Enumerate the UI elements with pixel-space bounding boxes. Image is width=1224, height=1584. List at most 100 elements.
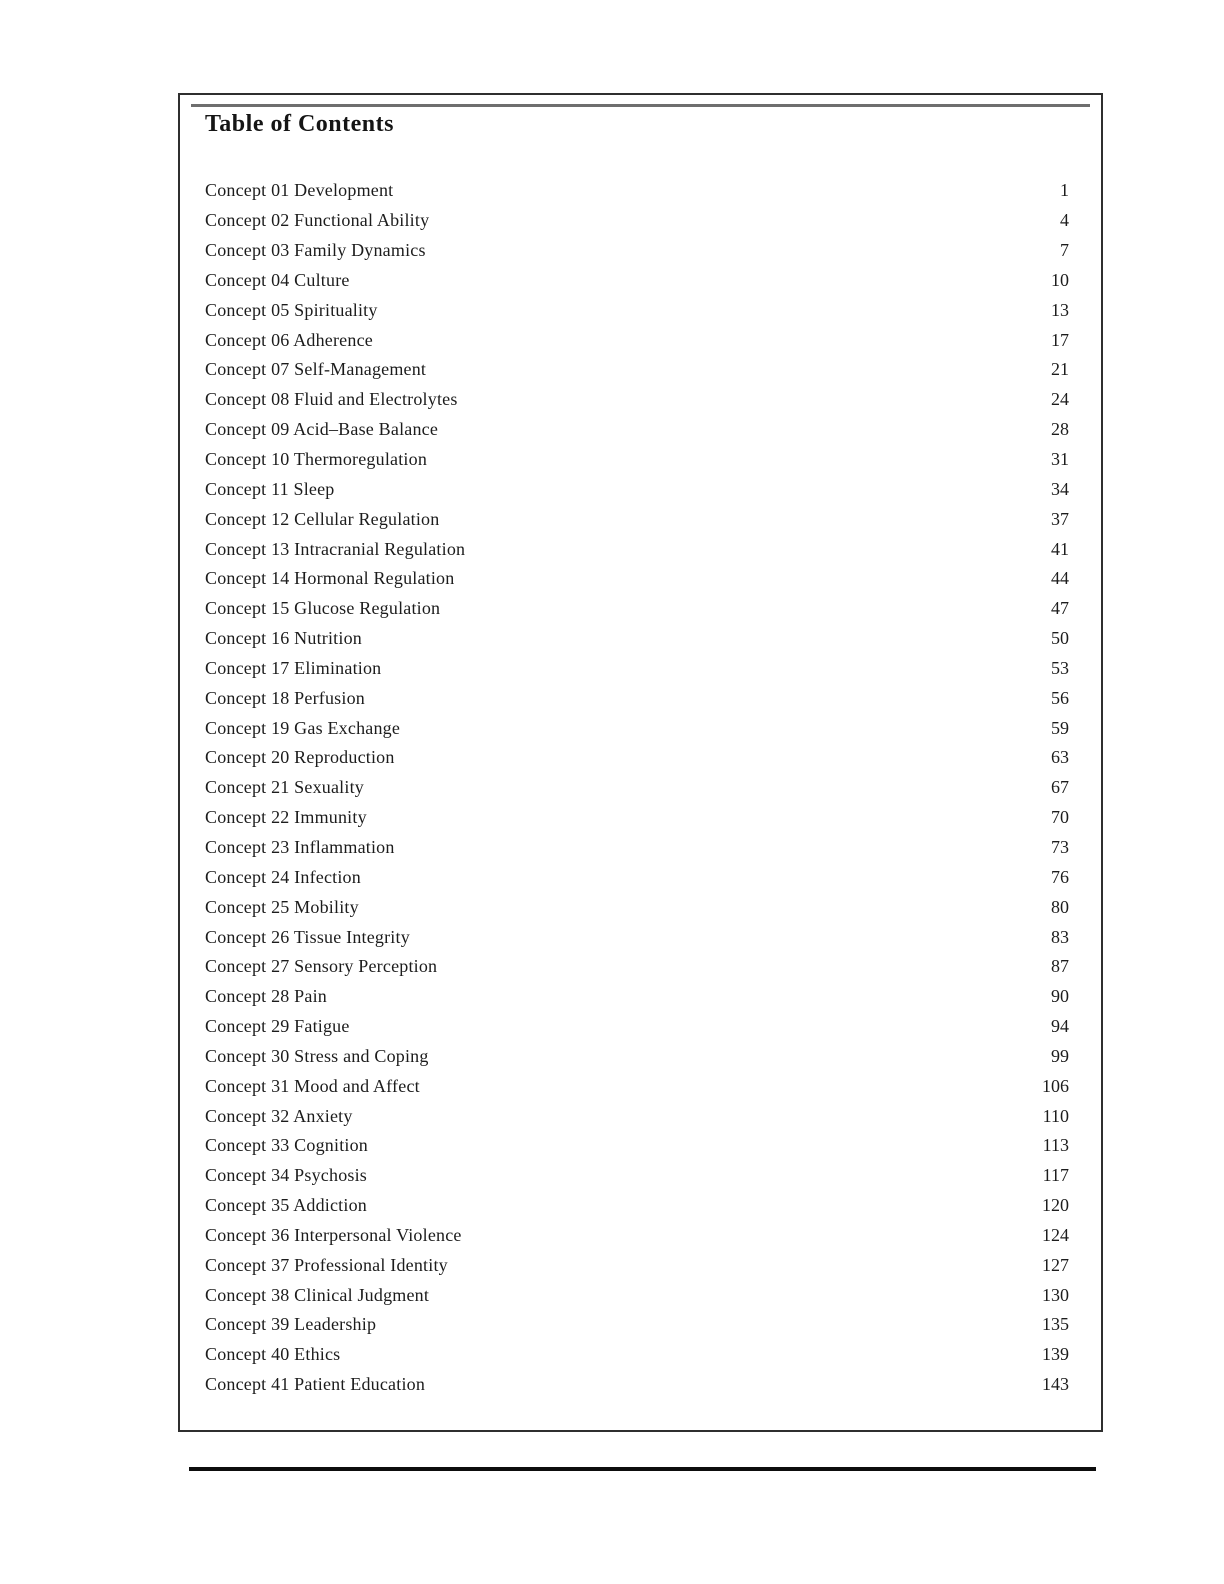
toc-entry-label: Concept 17 Elimination — [205, 657, 382, 678]
toc-entry-label: Concept 22 Immunity — [205, 807, 367, 828]
page-title: Table of Contents — [205, 111, 394, 137]
toc-entry-row: Concept 06 Adherence 17 — [205, 325, 1069, 355]
toc-entry-row: Concept 32 Anxiety 110 — [205, 1101, 1069, 1131]
toc-entry-page-number: 47 — [1051, 598, 1069, 619]
toc-entry-label: Concept 19 Gas Exchange — [205, 717, 401, 738]
toc-entry-label: Concept 24 Infection — [205, 866, 361, 887]
toc-entry-label: Concept 09 Acid–Base Balance — [205, 419, 439, 440]
toc-entry-label: Concept 38 Clinical Judgment — [205, 1284, 430, 1305]
toc-entry-label: Concept 01 Development — [205, 180, 394, 201]
toc-entry-label: Concept 08 Fluid and Electrolytes — [205, 389, 458, 410]
toc-entry-row: Concept 07 Self-Management 21 — [205, 355, 1069, 385]
toc-entry-label: Concept 26 Tissue Integrity — [205, 926, 410, 947]
toc-frame: Table of Contents Concept 01 Development… — [178, 93, 1103, 1432]
toc-entry-row: Concept 22 Immunity 70 — [205, 803, 1069, 833]
toc-entry-page-number: 28 — [1051, 419, 1069, 440]
toc-entry-page-number: 120 — [1042, 1195, 1069, 1216]
toc-entry-page-number: 124 — [1042, 1224, 1069, 1245]
toc-entry-row: Concept 39 Leadership 135 — [205, 1310, 1069, 1340]
toc-entry-label: Concept 10 Thermoregulation — [205, 449, 428, 470]
toc-entry-page-number: 113 — [1042, 1135, 1069, 1156]
toc-entry-page-number: 59 — [1051, 717, 1069, 738]
toc-entry-page-number: 31 — [1051, 449, 1069, 470]
toc-entry-page-number: 44 — [1051, 568, 1069, 589]
toc-entry-page-number: 10 — [1051, 269, 1069, 290]
toc-entry-row: Concept 36 Interpersonal Violence 124 — [205, 1221, 1069, 1251]
toc-entry-row: Concept 29 Fatigue 94 — [205, 1012, 1069, 1042]
toc-entry-page-number: 90 — [1051, 986, 1069, 1007]
toc-entry-page-number: 99 — [1051, 1045, 1069, 1066]
toc-entry-page-number: 17 — [1051, 329, 1069, 350]
toc-entry-label: Concept 04 Culture — [205, 269, 350, 290]
toc-entry-label: Concept 23 Inflammation — [205, 836, 395, 857]
toc-entry-page-number: 143 — [1042, 1374, 1069, 1395]
toc-entry-label: Concept 40 Ethics — [205, 1344, 341, 1365]
toc-entry-page-number: 63 — [1051, 747, 1069, 768]
toc-entry-row: Concept 17 Elimination 53 — [205, 654, 1069, 684]
toc-entry-label: Concept 03 Family Dynamics — [205, 240, 426, 261]
toc-entry-page-number: 110 — [1042, 1105, 1069, 1126]
toc-entry-label: Concept 06 Adherence — [205, 329, 373, 350]
toc-entry-row: Concept 14 Hormonal Regulation 44 — [205, 564, 1069, 594]
toc-entry-row: Concept 10 Thermoregulation 31 — [205, 445, 1069, 475]
toc-entry-row: Concept 03 Family Dynamics 7 — [205, 236, 1069, 266]
toc-entry-row: Concept 15 Glucose Regulation 47 — [205, 594, 1069, 624]
toc-entry-page-number: 130 — [1042, 1284, 1069, 1305]
toc-entry-label: Concept 16 Nutrition — [205, 628, 362, 649]
toc-entry-page-number: 117 — [1042, 1165, 1069, 1186]
toc-entry-row: Concept 27 Sensory Perception 87 — [205, 952, 1069, 982]
toc-entry-page-number: 37 — [1051, 508, 1069, 529]
toc-entry-row: Concept 18 Perfusion 56 — [205, 683, 1069, 713]
toc-entry-page-number: 83 — [1051, 926, 1069, 947]
toc-entry-label: Concept 11 Sleep — [205, 478, 335, 499]
toc-entry-page-number: 73 — [1051, 836, 1069, 857]
toc-entry-row: Concept 20 Reproduction 63 — [205, 743, 1069, 773]
toc-entry-label: Concept 02 Functional Ability — [205, 210, 430, 231]
toc-entry-page-number: 41 — [1051, 538, 1069, 559]
toc-entry-row: Concept 37 Professional Identity 127 — [205, 1250, 1069, 1280]
toc-entry-row: Concept 31 Mood and Affect 106 — [205, 1071, 1069, 1101]
toc-entry-label: Concept 39 Leadership — [205, 1314, 377, 1335]
toc-entry-row: Concept 30 Stress and Coping 99 — [205, 1041, 1069, 1071]
toc-entry-row: Concept 02 Functional Ability 4 — [205, 206, 1069, 236]
toc-entry-row: Concept 09 Acid–Base Balance 28 — [205, 415, 1069, 445]
toc-entry-row: Concept 21 Sexuality 67 — [205, 773, 1069, 803]
toc-entry-page-number: 1 — [1060, 180, 1069, 201]
toc-entry-label: Concept 28 Pain — [205, 986, 327, 1007]
toc-entry-row: Concept 01 Development 1 — [205, 176, 1069, 206]
toc-entry-label: Concept 29 Fatigue — [205, 1016, 350, 1037]
toc-entry-label: Concept 18 Perfusion — [205, 687, 365, 708]
toc-entry-row: Concept 40 Ethics 139 — [205, 1340, 1069, 1370]
toc-entry-label: Concept 05 Spirituality — [205, 299, 378, 320]
toc-entry-page-number: 34 — [1051, 478, 1069, 499]
toc-entry-label: Concept 25 Mobility — [205, 896, 359, 917]
toc-entry-label: Concept 14 Hormonal Regulation — [205, 568, 455, 589]
toc-entry-label: Concept 21 Sexuality — [205, 777, 364, 798]
toc-entry-row: Concept 26 Tissue Integrity 83 — [205, 922, 1069, 952]
toc-entry-label: Concept 36 Interpersonal Violence — [205, 1224, 462, 1245]
toc-entry-label: Concept 33 Cognition — [205, 1135, 368, 1156]
toc-entry-page-number: 13 — [1051, 299, 1069, 320]
toc-entry-page-number: 50 — [1051, 628, 1069, 649]
toc-entry-row: Concept 08 Fluid and Electrolytes 24 — [205, 385, 1069, 415]
toc-entry-page-number: 76 — [1051, 866, 1069, 887]
toc-entry-page-number: 106 — [1042, 1075, 1069, 1096]
toc-entry-page-number: 127 — [1042, 1254, 1069, 1275]
toc-entry-row: Concept 35 Addiction 120 — [205, 1191, 1069, 1221]
toc-entry-label: Concept 37 Professional Identity — [205, 1254, 448, 1275]
toc-entry-label: Concept 34 Psychosis — [205, 1165, 368, 1186]
toc-entry-page-number: 94 — [1051, 1016, 1069, 1037]
toc-entry-label: Concept 31 Mood and Affect — [205, 1075, 420, 1096]
toc-entry-row: Concept 19 Gas Exchange 59 — [205, 713, 1069, 743]
toc-entry-page-number: 53 — [1051, 657, 1069, 678]
toc-entry-label: Concept 27 Sensory Perception — [205, 956, 438, 977]
toc-entries: Concept 01 Development 1 Concept 02 Functi… — [205, 176, 1069, 1400]
toc-entry-page-number: 56 — [1051, 687, 1069, 708]
toc-entry-label: Concept 30 Stress and Coping — [205, 1045, 429, 1066]
toc-entry-label: Concept 20 Reproduction — [205, 747, 395, 768]
toc-entry-label: Concept 12 Cellular Regulation — [205, 508, 440, 529]
toc-entry-row: Concept 23 Inflammation 73 — [205, 833, 1069, 863]
toc-entry-label: Concept 35 Addiction — [205, 1195, 367, 1216]
toc-entry-row: Concept 28 Pain 90 — [205, 982, 1069, 1012]
